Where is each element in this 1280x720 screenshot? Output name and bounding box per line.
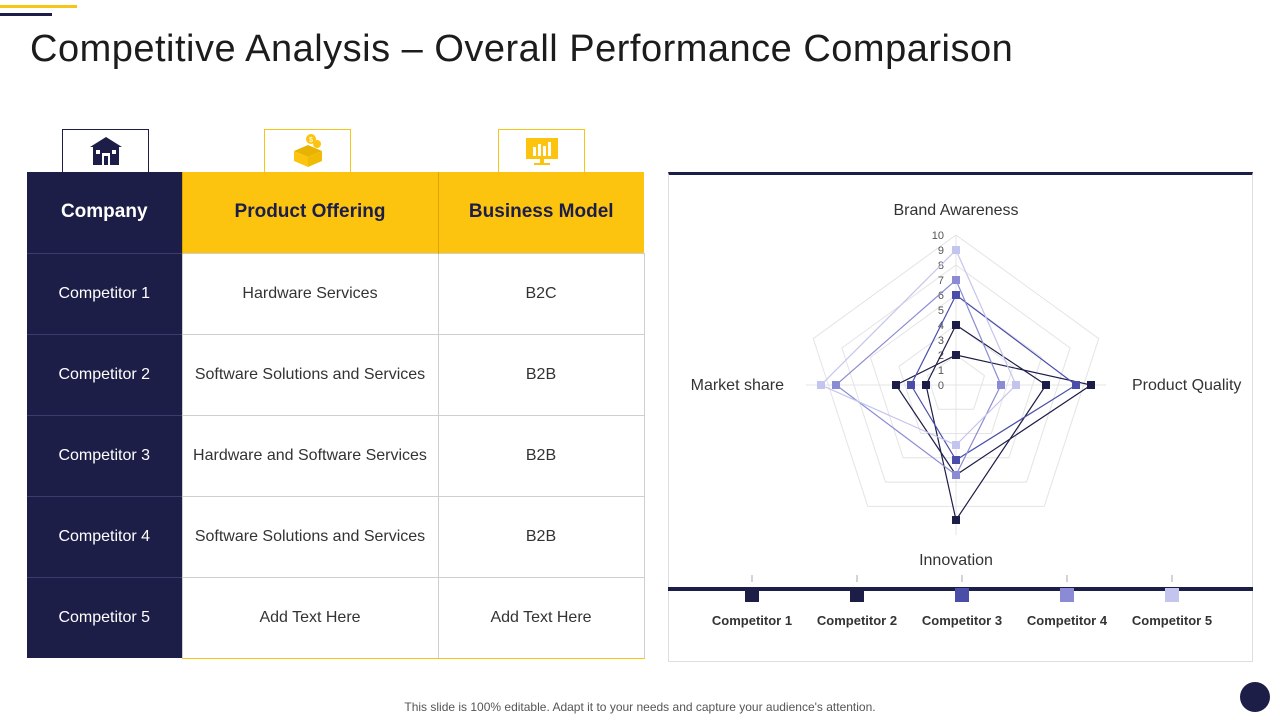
data-point xyxy=(997,381,1005,389)
legend-swatch xyxy=(745,588,759,602)
table-row: Competitor 1 Hardware Services B2C xyxy=(27,252,645,335)
cell-business-model: Add Text Here xyxy=(437,576,645,659)
data-point xyxy=(832,381,840,389)
legend-label: Competitor 4 xyxy=(1027,613,1108,628)
table-row: Competitor 5 Add Text Here Add Text Here xyxy=(27,576,645,659)
corner-dot xyxy=(1240,682,1270,712)
header-business-model: Business Model xyxy=(437,172,644,253)
legend-swatch xyxy=(850,588,864,602)
tick-label: 7 xyxy=(938,275,944,287)
data-point xyxy=(952,471,960,479)
table-row: Competitor 2 Software Solutions and Serv… xyxy=(27,333,645,416)
axis-label: Market share xyxy=(691,377,784,394)
header-product-offering: Product Offering xyxy=(181,172,438,253)
tick-label: 0 xyxy=(938,380,944,392)
cell-product-offering: Software Solutions and Services xyxy=(181,333,439,416)
cell-company: Competitor 2 xyxy=(27,333,182,415)
legend-swatch xyxy=(955,588,969,602)
table-header-row: Company Product Offering Business Model xyxy=(27,172,644,253)
comparison-table: Company Product Offering Business Model … xyxy=(27,172,645,659)
data-point xyxy=(1072,381,1080,389)
cell-product-offering: Hardware Services xyxy=(181,252,439,335)
legend-label: Competitor 1 xyxy=(712,613,792,628)
building-icon-box xyxy=(62,129,149,172)
data-point xyxy=(952,246,960,254)
data-point xyxy=(1087,381,1095,389)
data-point xyxy=(922,381,930,389)
cell-business-model: B2B xyxy=(437,414,645,497)
cell-business-model: B2C xyxy=(437,252,645,335)
cell-product-offering: Add Text Here xyxy=(181,576,439,659)
data-point xyxy=(817,381,825,389)
chart-monitor-icon xyxy=(525,138,558,165)
data-point xyxy=(1012,381,1020,389)
data-point xyxy=(952,441,960,449)
legend-swatch xyxy=(1060,588,1074,602)
radar-chart-panel xyxy=(668,172,1253,662)
series-line xyxy=(910,294,1078,461)
series-line xyxy=(925,324,1047,522)
legend-label: Competitor 3 xyxy=(922,613,1002,628)
data-point xyxy=(892,381,900,389)
cell-company: Competitor 5 xyxy=(27,576,182,658)
tick-label: 9 xyxy=(938,245,944,257)
data-point xyxy=(1042,381,1050,389)
cell-business-model: B2B xyxy=(437,333,645,416)
table-row: Competitor 3 Hardware and Software Servi… xyxy=(27,414,645,497)
axis-label: Innovation xyxy=(919,552,993,569)
tick-label: 10 xyxy=(932,230,944,242)
accent-bar-yellow xyxy=(0,5,77,8)
footer-note: This slide is 100% editable. Adapt it to… xyxy=(404,700,876,714)
money-box-icon: $ xyxy=(293,134,322,167)
data-point xyxy=(952,456,960,464)
data-point xyxy=(907,381,915,389)
data-point xyxy=(952,321,960,329)
cell-product-offering: Software Solutions and Services xyxy=(181,495,439,578)
tick-label: 3 xyxy=(938,335,944,347)
axis-label: Product Quality xyxy=(1132,377,1241,394)
data-point xyxy=(952,276,960,284)
table-row: Competitor 4 Software Solutions and Serv… xyxy=(27,495,645,578)
data-point xyxy=(952,291,960,299)
header-company: Company xyxy=(27,172,182,253)
cell-business-model: B2B xyxy=(437,495,645,578)
tick-label: 8 xyxy=(938,260,944,272)
building-icon xyxy=(89,137,122,165)
data-point xyxy=(952,351,960,359)
tick-label: 5 xyxy=(938,305,944,317)
legend-label: Competitor 5 xyxy=(1132,613,1212,628)
cell-company: Competitor 4 xyxy=(27,495,182,577)
legend-swatch xyxy=(1165,588,1179,602)
tick-label: 6 xyxy=(938,290,944,302)
cell-product-offering: Hardware and Software Services xyxy=(181,414,439,497)
cell-company: Competitor 3 xyxy=(27,414,182,496)
legend-label: Competitor 2 xyxy=(817,613,897,628)
money-box-icon-box: $ xyxy=(264,129,351,172)
chart-monitor-icon-box xyxy=(498,129,585,172)
data-point xyxy=(952,516,960,524)
svg-text:$: $ xyxy=(309,137,313,144)
tick-label: 1 xyxy=(938,365,944,377)
page-title: Competitive Analysis – Overall Performan… xyxy=(30,28,1014,70)
accent-bar-navy xyxy=(0,13,52,16)
axis-label: Brand Awareness xyxy=(893,202,1018,219)
cell-company: Competitor 1 xyxy=(27,252,182,334)
